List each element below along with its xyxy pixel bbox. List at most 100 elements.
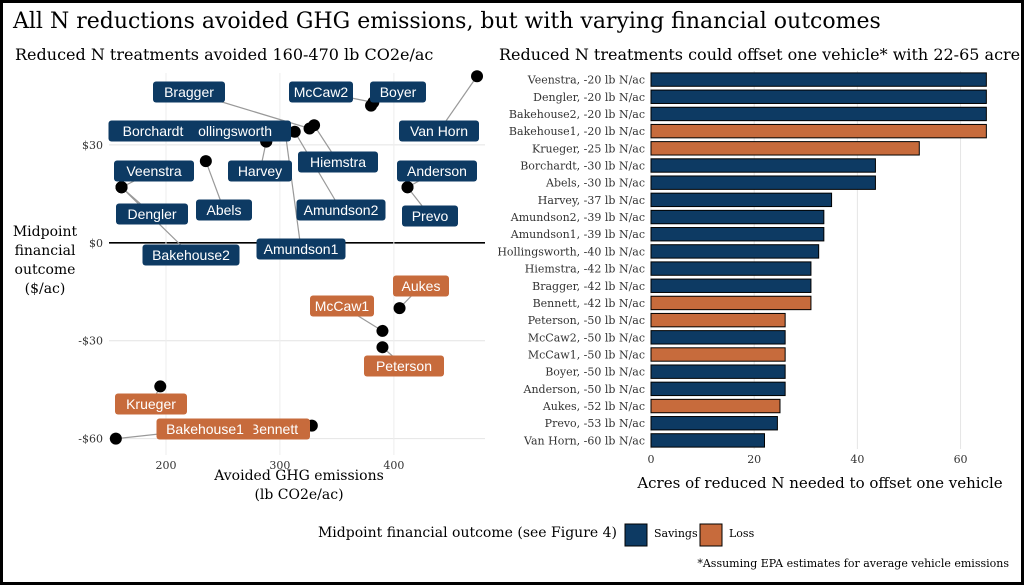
scatter-label-text: Anderson xyxy=(407,163,467,179)
scatter-x-label-2: (lb CO2e/ac) xyxy=(254,487,343,503)
bar-category-label: Boyer, -50 lb N/ac xyxy=(545,366,645,379)
scatter-label-text: Borchardt xyxy=(123,123,184,139)
bar-category-label: Veenstra, -20 lb N/ac xyxy=(527,74,645,87)
scatter-label-text: Dengler xyxy=(127,206,176,222)
scatter-label-text: Bennett xyxy=(250,421,298,437)
legend-label-savings: Savings xyxy=(654,527,698,540)
scatter-label-bakehouse1: Bakehouse1 xyxy=(156,418,254,440)
scatter-label-text: Peterson xyxy=(376,358,432,374)
scatter-label-box xyxy=(142,244,240,266)
bar-13 xyxy=(650,278,812,293)
scatter-label-text: Van Horn xyxy=(410,123,468,139)
scatter-label-mccaw1: McCaw1 xyxy=(310,295,374,317)
scatter-label-text: McCaw1 xyxy=(315,298,370,314)
bar-15 xyxy=(650,312,786,328)
scatter-label-box xyxy=(364,355,444,377)
bar-17 xyxy=(650,347,786,362)
scatter-label-text: Bakehouse1 xyxy=(166,421,244,437)
bar-10 xyxy=(650,227,825,242)
scatter-labels: Van Horn Boyer McCaw2 Hiemstra Bragger Amunds… xyxy=(108,81,479,440)
scatter-label-text: Amundson2 xyxy=(304,202,379,218)
scatter-label-text: Aukes xyxy=(402,278,441,294)
scatter-label-box xyxy=(296,199,386,221)
bar-category-label: Amundson1, -39 lb N/ac xyxy=(510,228,645,241)
bar-x-tick-label: 40 xyxy=(850,453,864,466)
bar-category-label: Abels, -30 lb N/ac xyxy=(545,177,645,190)
bar-11 xyxy=(650,244,820,259)
bar-panel: Reduced N treatments could offset one ve… xyxy=(497,45,1024,492)
scatter-label-text: Boyer xyxy=(380,84,417,100)
scatter-label-box xyxy=(370,81,426,103)
bar-category-label: Aukes, -52 lb N/ac xyxy=(542,400,645,413)
scatter-label-text: Amundson1 xyxy=(264,241,339,257)
bar-category-label: Peterson, -50 lb N/ac xyxy=(528,314,645,327)
scatter-label-box xyxy=(228,160,292,182)
bar-x-tick-label: 0 xyxy=(648,453,655,466)
scatter-panel: Reduced N treatments avoided 160-470 lb … xyxy=(13,45,485,503)
bar-18 xyxy=(650,364,786,379)
scatter-label-hiemstra: Hiemstra xyxy=(298,151,378,173)
scatter-x-tick-label: 200 xyxy=(155,459,176,472)
bar-category-label: Anderson, -50 lb N/ac xyxy=(523,383,646,396)
scatter-label-hollingsworth: Hollingsworth xyxy=(169,120,291,142)
scatter-label-text: Harvey xyxy=(238,163,282,179)
scatter-title: Reduced N treatments avoided 160-470 lb … xyxy=(15,45,433,64)
scatter-y-tick-label: $0 xyxy=(89,237,103,250)
scatter-label-box xyxy=(115,393,187,415)
scatter-label-bennett: Bennett xyxy=(238,418,310,440)
bar-category-label: Dengler, -20 lb N/ac xyxy=(533,91,645,104)
scatter-label-borchardt: Borchardt xyxy=(108,120,198,142)
bar-category-label: Harvey, -37 lb N/ac xyxy=(538,194,645,207)
legend-label-loss: Loss xyxy=(729,527,755,540)
scatter-label-text: Bakehouse2 xyxy=(152,247,230,263)
scatter-point-prevo xyxy=(401,181,414,194)
scatter-point-abels xyxy=(199,155,212,168)
bar-category-label: Bakehouse2, -20 lb N/ac xyxy=(509,108,645,121)
scatter-label-text: Bragger xyxy=(164,84,214,100)
scatter-point-peterson xyxy=(376,341,389,354)
scatter-label-box xyxy=(196,199,252,221)
scatter-y-label-1: Midpoint xyxy=(13,224,78,240)
bar-16 xyxy=(650,330,786,345)
scatter-label-text: Hiemstra xyxy=(310,154,366,170)
leader-line-amundson1 xyxy=(285,134,302,250)
bar-x-ticks: 0 20 40 60 xyxy=(648,453,968,466)
scatter-label-box xyxy=(169,120,291,142)
scatter-y-ticks: $30 $0 -$30 -$60 xyxy=(78,139,103,446)
scatter-point-van horn xyxy=(471,70,484,83)
scatter-label-aukes: Aukes xyxy=(393,275,449,297)
scatter-label-box xyxy=(399,120,479,142)
scatter-label-text: Veenstra xyxy=(126,163,181,179)
scatter-label-text: Krueger xyxy=(126,396,176,412)
figure-canvas: All N reductions avoided GHG emissions, … xyxy=(12,9,1024,570)
scatter-y-tick-label: -$60 xyxy=(78,433,103,446)
scatter-label-bakehouse2: Bakehouse2 xyxy=(142,244,240,266)
bar-19 xyxy=(650,381,786,397)
bar-category-label: McCaw1, -50 lb N/ac xyxy=(528,349,645,362)
bar-22 xyxy=(650,433,766,448)
scatter-label-box xyxy=(393,275,449,297)
scatter-point-krueger xyxy=(154,380,167,393)
bar-5 xyxy=(650,141,920,156)
scatter-y-label-4: ($/ac) xyxy=(25,281,66,297)
scatter-label-box xyxy=(289,81,353,103)
bar-category-label: Krueger, -25 lb N/ac xyxy=(532,142,645,155)
scatter-x-ticks: 200 300 400 xyxy=(155,459,404,472)
bar-category-label: Prevo, -53 lb N/ac xyxy=(545,417,645,430)
bar-20 xyxy=(650,398,781,414)
scatter-label-harvey: Harvey xyxy=(228,160,292,182)
scatter-point-bakehouse1 xyxy=(109,432,122,445)
scatter-label-anderson: Anderson xyxy=(397,160,477,182)
bar-x-tick-label: 60 xyxy=(954,453,968,466)
scatter-x-tick-label: 400 xyxy=(383,459,404,472)
scatter-label-amundson2: Amundson2 xyxy=(296,199,386,221)
bar-4 xyxy=(650,123,987,139)
scatter-label-prevo: Prevo xyxy=(402,205,458,227)
bar-7 xyxy=(650,175,876,190)
scatter-label-krueger: Krueger xyxy=(115,393,187,415)
scatter-label-van horn: Van Horn xyxy=(399,120,479,142)
scatter-point-bakehouse2 xyxy=(115,181,128,194)
bar-category-label: Bennett, -42 lb N/ac xyxy=(533,297,645,310)
bar-2 xyxy=(650,89,987,104)
scatter-point-mccaw1 xyxy=(376,324,389,337)
